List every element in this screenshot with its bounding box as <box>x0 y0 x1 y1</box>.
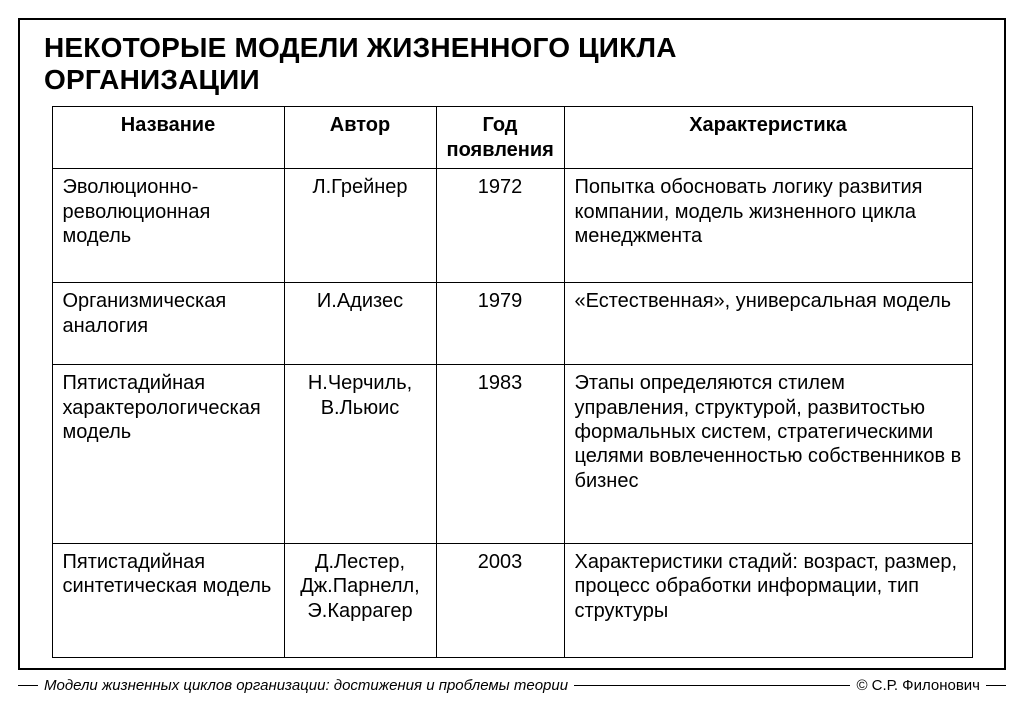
cell-name: Пятистадийная синтетическая модель <box>52 543 284 657</box>
cell-year: 1972 <box>436 169 564 283</box>
footer-rule-left-icon <box>18 685 38 686</box>
cell-author: Л.Грейнер <box>284 169 436 283</box>
cell-author: Д.Лестер, Дж.Парнелл, Э.Каррагер <box>284 543 436 657</box>
cell-name: Пятистадийная характерологическая модель <box>52 365 284 544</box>
title-line-1: НЕКОТОРЫЕ МОДЕЛИ ЖИЗНЕННОГО ЦИКЛА <box>44 32 677 63</box>
cell-desc: Характеристики стадий: возраст, размер, … <box>564 543 972 657</box>
slide-frame: НЕКОТОРЫЕ МОДЕЛИ ЖИЗНЕННОГО ЦИКЛА ОРГАНИ… <box>18 18 1006 670</box>
table-header-row: Название Автор Год появления Характерист… <box>52 107 972 169</box>
title-line-2: ОРГАНИЗАЦИИ <box>44 64 260 95</box>
cell-name: Организмическая аналогия <box>52 283 284 365</box>
table-container: Название Автор Год появления Характерист… <box>44 106 980 658</box>
cell-name: Эволюционно-революционная модель <box>52 169 284 283</box>
footer-rule-mid-icon <box>574 685 850 686</box>
table-row: Эволюционно-революционная модель Л.Грейн… <box>52 169 972 283</box>
header-author: Автор <box>284 107 436 169</box>
cell-desc: «Естественная», универсальная модель <box>564 283 972 365</box>
table-row: Пятистадийная синтетическая модель Д.Лес… <box>52 543 972 657</box>
slide-title: НЕКОТОРЫЕ МОДЕЛИ ЖИЗНЕННОГО ЦИКЛА ОРГАНИ… <box>44 32 980 96</box>
cell-desc: Этапы определяются стилем управления, ст… <box>564 365 972 544</box>
header-name: Название <box>52 107 284 169</box>
cell-desc: Попытка обосновать логику развития компа… <box>564 169 972 283</box>
slide: НЕКОТОРЫЕ МОДЕЛИ ЖИЗНЕННОГО ЦИКЛА ОРГАНИ… <box>0 0 1024 708</box>
header-desc: Характеристика <box>564 107 972 169</box>
footer-rule-right-icon <box>986 685 1006 686</box>
footer-caption: Модели жизненных циклов организации: дос… <box>44 677 568 694</box>
cell-author: Н.Черчиль, В.Льюис <box>284 365 436 544</box>
cell-author: И.Адизес <box>284 283 436 365</box>
footer-credit: © С.Р. Филонович <box>856 677 980 694</box>
header-year: Год появления <box>436 107 564 169</box>
cell-year: 2003 <box>436 543 564 657</box>
cell-year: 1979 <box>436 283 564 365</box>
table-row: Организмическая аналогия И.Адизес 1979 «… <box>52 283 972 365</box>
table-row: Пятистадийная характерологическая модель… <box>52 365 972 544</box>
cell-year: 1983 <box>436 365 564 544</box>
slide-footer: Модели жизненных циклов организации: дос… <box>18 677 1006 694</box>
lifecycle-models-table: Название Автор Год появления Характерист… <box>52 106 973 658</box>
